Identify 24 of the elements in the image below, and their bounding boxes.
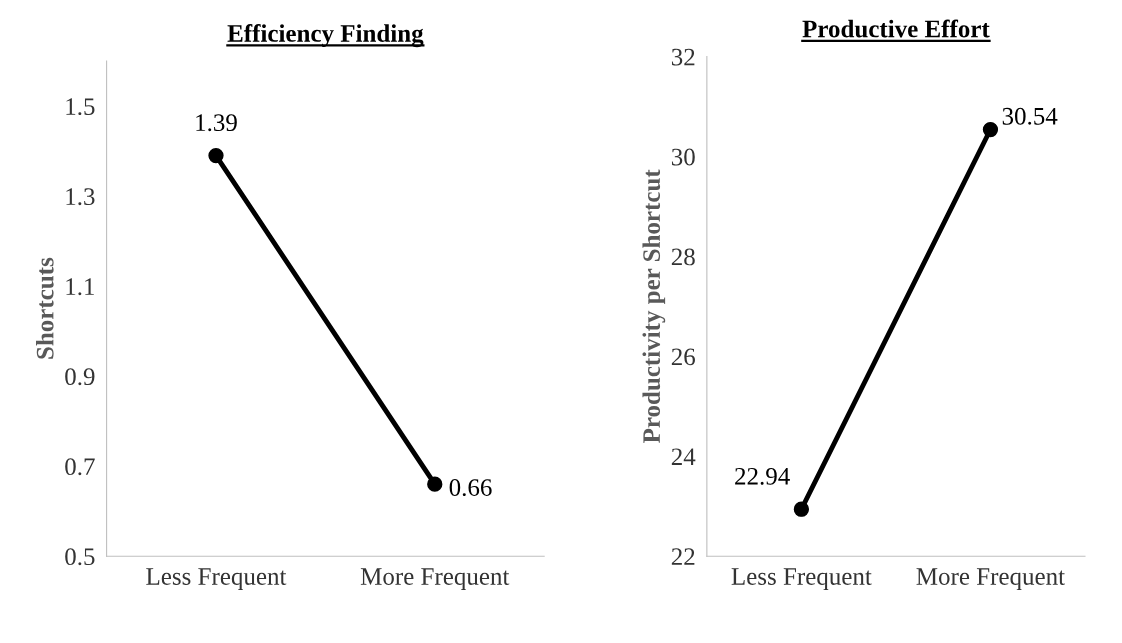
- x-tick-label: More Frequent: [360, 568, 510, 590]
- x-tick-label: Less Frequent: [731, 568, 872, 590]
- y-axis-title: Productivity per Shortcut: [642, 169, 666, 443]
- x-tick-label: More Frequent: [916, 568, 1065, 590]
- y-tick-label: 0.9: [65, 368, 95, 386]
- y-tick-label: 28: [671, 248, 695, 266]
- data-label: 30.54: [1002, 107, 1058, 125]
- y-tick-label: 30: [671, 148, 695, 166]
- y-tick-label: 0.7: [65, 458, 95, 476]
- data-label: 22.94: [735, 467, 790, 485]
- y-tick-label: 32: [671, 48, 695, 66]
- y-tick-label: 24: [671, 448, 696, 465]
- y-axis-title: Shortcuts: [36, 257, 54, 359]
- chart-title: Efficiency Finding: [227, 24, 424, 48]
- y-tick-label: 0.5: [65, 548, 95, 566]
- data-label: 1.39: [196, 114, 237, 132]
- y-tick-label: 22: [671, 548, 695, 565]
- y-tick-label: 1.5: [66, 98, 95, 116]
- y-tick-label: 26: [671, 348, 695, 366]
- data-label: 0.66: [449, 479, 492, 497]
- x-tick-label: Less Frequent: [146, 568, 287, 590]
- y-tick-label: 1.3: [66, 188, 95, 206]
- y-tick-label: 1.1: [66, 278, 94, 296]
- chart-title: Productive Effort: [802, 19, 990, 38]
